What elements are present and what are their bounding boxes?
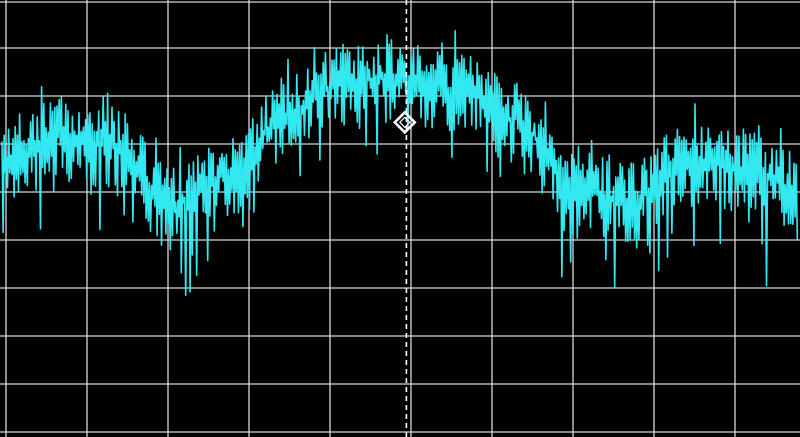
spectrum-trace: [1, 30, 799, 296]
marker-diamond-inner: [398, 116, 411, 129]
marker-diamond-outer: [392, 110, 417, 135]
diamond-marker-icon[interactable]: [392, 110, 417, 135]
